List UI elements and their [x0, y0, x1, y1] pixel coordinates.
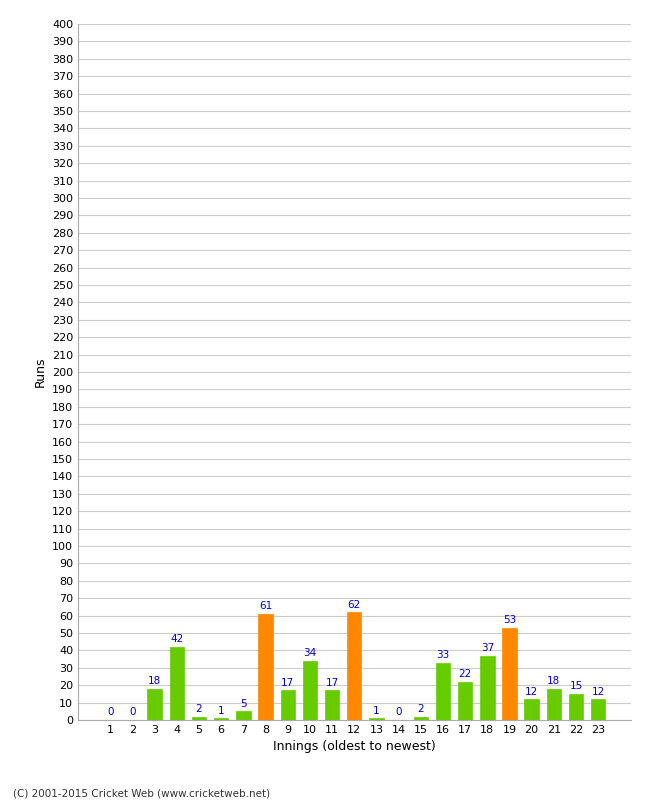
Bar — [458, 682, 473, 720]
Text: (C) 2001-2015 Cricket Web (www.cricketweb.net): (C) 2001-2015 Cricket Web (www.cricketwe… — [13, 788, 270, 798]
Text: 0: 0 — [395, 707, 402, 718]
Bar — [436, 662, 450, 720]
Bar — [347, 612, 361, 720]
Text: 1: 1 — [373, 706, 380, 716]
Text: 0: 0 — [107, 707, 114, 718]
Text: 37: 37 — [481, 643, 494, 653]
Bar — [525, 699, 539, 720]
Bar — [569, 694, 583, 720]
Bar — [170, 647, 184, 720]
Bar — [236, 711, 251, 720]
Text: 2: 2 — [196, 704, 202, 714]
Text: 34: 34 — [304, 648, 317, 658]
Text: 61: 61 — [259, 602, 272, 611]
X-axis label: Innings (oldest to newest): Innings (oldest to newest) — [273, 741, 436, 754]
Text: 18: 18 — [148, 676, 161, 686]
Text: 17: 17 — [326, 678, 339, 688]
Bar — [369, 718, 384, 720]
Text: 53: 53 — [503, 615, 516, 625]
Text: 17: 17 — [281, 678, 294, 688]
Text: 1: 1 — [218, 706, 224, 716]
Bar — [480, 656, 495, 720]
Text: 0: 0 — [129, 707, 136, 718]
Bar — [281, 690, 295, 720]
Text: 33: 33 — [436, 650, 450, 660]
Text: 22: 22 — [458, 669, 472, 679]
Text: 12: 12 — [525, 686, 538, 697]
Bar — [192, 717, 206, 720]
Text: 2: 2 — [417, 704, 424, 714]
Text: 12: 12 — [592, 686, 604, 697]
Text: 15: 15 — [569, 682, 582, 691]
Bar — [502, 628, 517, 720]
Text: 18: 18 — [547, 676, 560, 686]
Bar — [214, 718, 228, 720]
Bar — [413, 717, 428, 720]
Bar — [258, 614, 273, 720]
Bar — [547, 689, 561, 720]
Text: 62: 62 — [348, 599, 361, 610]
Bar — [148, 689, 162, 720]
Y-axis label: Runs: Runs — [33, 357, 46, 387]
Bar — [303, 661, 317, 720]
Bar — [591, 699, 605, 720]
Text: 42: 42 — [170, 634, 183, 644]
Text: 5: 5 — [240, 698, 247, 709]
Bar — [325, 690, 339, 720]
